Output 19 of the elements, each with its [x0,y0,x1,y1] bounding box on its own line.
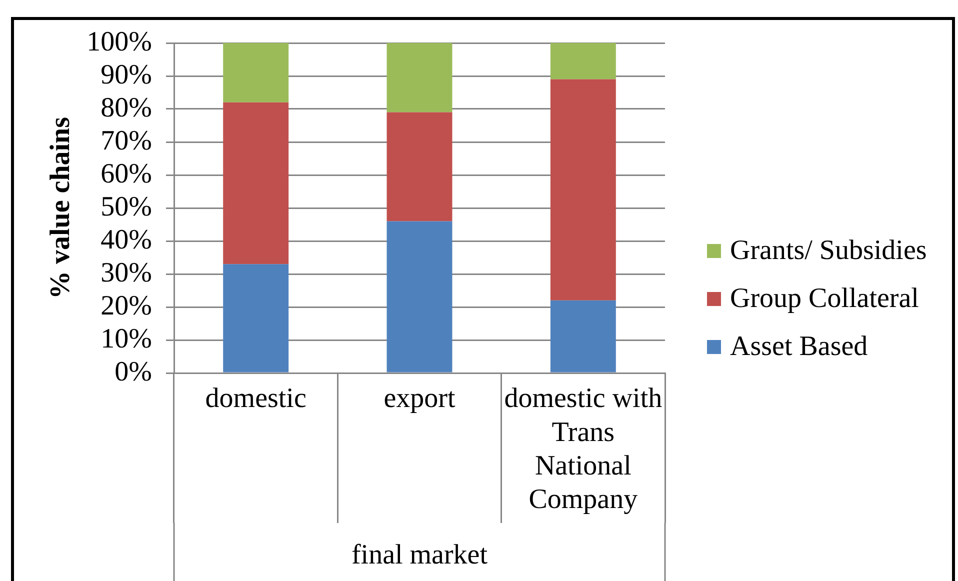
y-tick-label: 0% [114,356,152,388]
legend-label: Group Collateral [730,283,919,315]
y-tick-label: 20% [100,290,152,322]
y-tick-label: 60% [100,158,152,190]
x-tick-label: export [384,383,456,414]
y-tick-label: 90% [100,59,152,90]
y-tick-label: 100% [86,26,152,58]
y-tick-label: 40% [100,224,152,256]
x-axis-title: final market [351,540,488,571]
y-tick-label: 80% [100,92,152,124]
y-tick-label: 70% [100,125,152,156]
y-tick-label: 10% [100,323,152,354]
y-axis-title: % value chains [45,116,76,300]
y-tick-label: 30% [100,257,152,288]
x-tick-label: domestic with Trans National Company [504,383,662,515]
legend-label: Asset Based [730,331,868,363]
x-tick-label: domestic [205,383,306,414]
legend-label: Grants/ Subsidies [730,235,927,267]
y-tick-label: 50% [100,191,152,222]
